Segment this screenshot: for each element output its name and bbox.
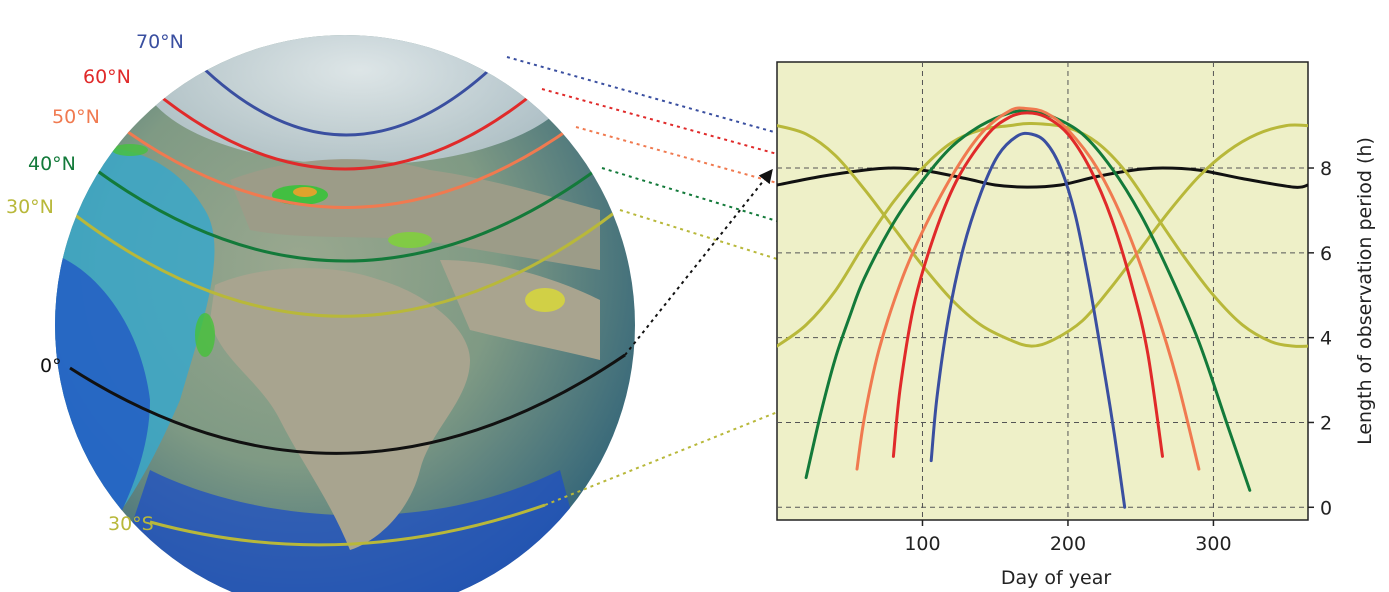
series-line-30n — [777, 121, 1308, 348]
series-line-60n — [891, 111, 1164, 458]
bloom-upwelling — [195, 313, 215, 357]
y-tick-label: 0 — [1320, 497, 1332, 519]
latitude-line-70n — [188, 53, 507, 137]
x-tick-label: 300 — [1195, 533, 1231, 555]
y-tick-label: 8 — [1320, 158, 1332, 180]
series-line-40n — [804, 108, 1252, 492]
latitude-label-equator: 0° — [40, 355, 62, 377]
series-layer — [777, 106, 1308, 509]
latitude-label-60n: 60°N — [83, 66, 131, 88]
axis-ticks: 100 200 300 0 2 4 6 8 — [904, 158, 1332, 555]
europe — [230, 159, 600, 270]
latitude-line-60n — [149, 86, 541, 171]
middle-east — [440, 260, 600, 360]
latitude-line-30s — [149, 503, 546, 547]
y-tick-label: 2 — [1320, 412, 1332, 434]
series-line-0 — [777, 166, 1308, 189]
y-tick-label: 4 — [1320, 328, 1332, 350]
y-axis-title: Length of observation period (h) — [1354, 137, 1376, 445]
bloom-arabian-sea — [525, 288, 565, 312]
africa — [210, 268, 470, 550]
latitude-label-30s: 30°S — [108, 513, 154, 535]
globe — [55, 35, 635, 592]
latitude-labels: 70°N 60°N 50°N 40°N 30°N 0° 30°S — [6, 31, 184, 535]
series-line-70n — [929, 131, 1127, 509]
bloom-black-sea — [388, 232, 432, 248]
arctic-ice — [140, 35, 580, 165]
bloom-hotspot — [293, 187, 317, 197]
latitude-line-30n — [74, 208, 619, 318]
bloom-north-atlantic — [112, 144, 148, 156]
grid — [777, 62, 1308, 520]
series-line-30s — [777, 123, 1308, 348]
plot-area — [776, 61, 1309, 521]
chart: 100 200 300 0 2 4 6 8 Day of year Length of obs… — [776, 61, 1376, 589]
latitude-label-30n: 30°N — [6, 196, 54, 218]
x-axis-title: Day of year — [1001, 567, 1111, 589]
connector-equator — [624, 168, 773, 356]
latitude-line-equator — [69, 353, 626, 455]
x-tick-label: 100 — [904, 533, 940, 555]
latitude-label-70n: 70°N — [136, 31, 184, 53]
latitude-label-50n: 50°N — [52, 106, 100, 128]
x-tick-label: 200 — [1050, 533, 1086, 555]
y-tick-label: 6 — [1320, 243, 1332, 265]
latitude-label-40n: 40°N — [28, 153, 76, 175]
series-line-50n — [855, 106, 1201, 471]
latitude-line-50n — [117, 123, 576, 209]
latitude-line-40n — [91, 165, 601, 263]
